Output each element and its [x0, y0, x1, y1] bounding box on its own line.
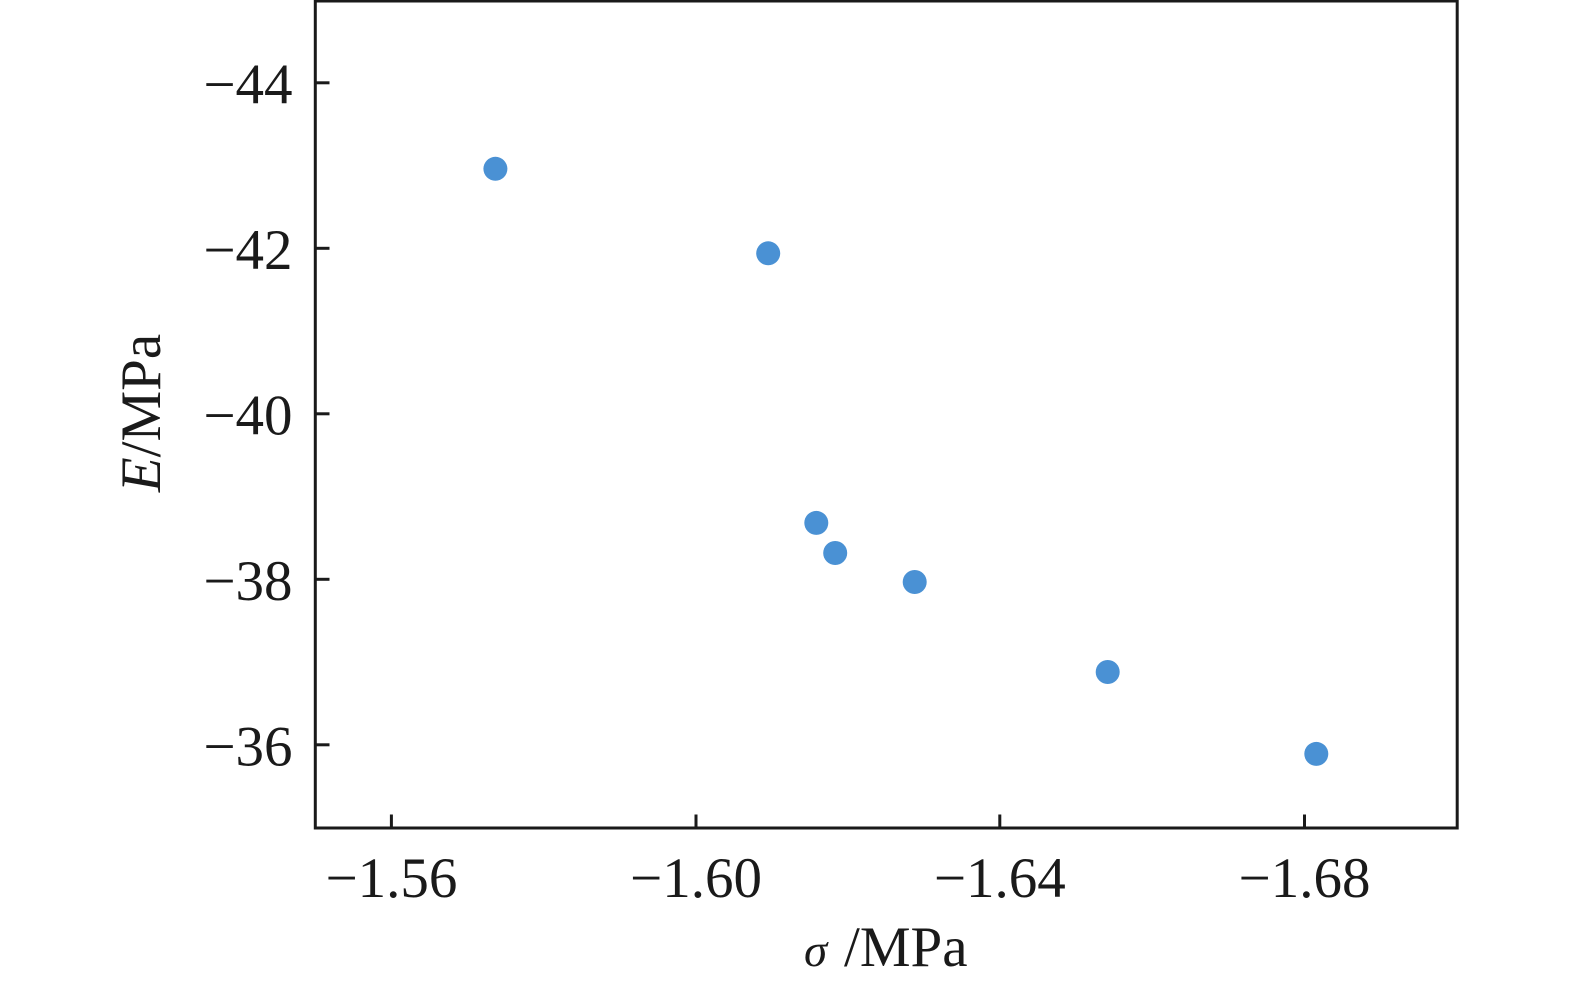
svg-text:−40: −40 — [203, 385, 292, 448]
svg-text:−38: −38 — [203, 550, 292, 613]
svg-text:σ: σ — [804, 925, 829, 977]
svg-text:−44: −44 — [203, 54, 292, 117]
svg-text:−1.64: −1.64 — [934, 847, 1066, 910]
svg-text:/MPa: /MPa — [844, 916, 968, 979]
svg-text:E/MPa: E/MPa — [110, 334, 173, 493]
svg-text:−1.60: −1.60 — [630, 847, 762, 910]
svg-text:−1.68: −1.68 — [1239, 847, 1371, 910]
svg-text:−1.56: −1.56 — [325, 847, 457, 910]
svg-text:−36: −36 — [203, 716, 292, 779]
svg-text:−42: −42 — [203, 219, 292, 282]
